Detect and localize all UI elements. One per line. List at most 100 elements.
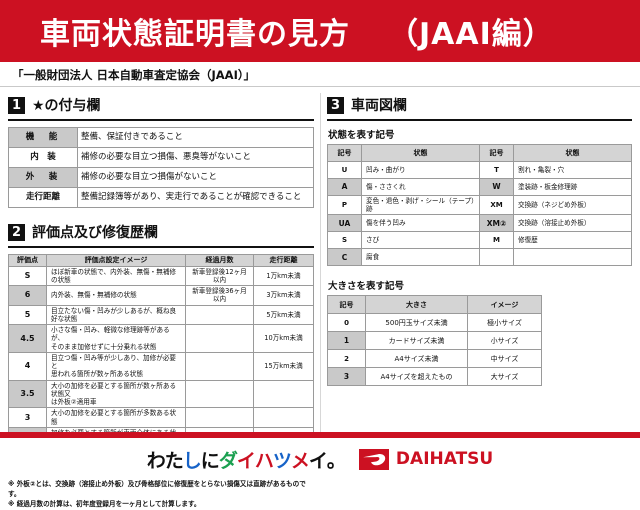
symbol-state: 塗装跡・板金修理跡 [513, 178, 632, 196]
symbol-state: 凹み・曲がり [361, 161, 480, 179]
page-title-main: 車両状態証明書の見方 [40, 17, 350, 52]
table-row: 機 能 整備、保証付きであること [8, 127, 314, 148]
page-footer: わたしにダイハツメイ。 DAIHATSU [0, 438, 640, 480]
eval-months [185, 304, 254, 326]
table-row: 3 大小の加修を必要とする箇所が多数ある状態 [8, 407, 314, 428]
section-2-number: 2 [8, 223, 25, 241]
col-header-km: 走行距離 [253, 254, 314, 267]
footnote-2: ※ 経過月数の計算は、初年度登録月を一ヶ月として計算します。 [8, 499, 201, 508]
col-header-symbol-right: 記号 [479, 144, 514, 162]
star-row-key: 内 装 [8, 147, 78, 168]
right-column: 3 車両図欄 状態を表す記号 記号 状態 記号 状態 U [320, 93, 632, 442]
size-image: 極小サイズ [467, 313, 542, 333]
col-header-score: 評価点 [8, 254, 47, 267]
symbol-key: S [327, 231, 362, 250]
size-symbol: 1 [327, 331, 366, 351]
col-header-symbol-left: 記号 [327, 144, 362, 162]
size-value: A4サイズを超えたもの [365, 367, 468, 387]
size-symbol: 3 [327, 367, 366, 387]
table-row: 1 カードサイズ未満 小サイズ [327, 331, 542, 351]
size-image: 中サイズ [467, 349, 542, 369]
size-value: 500円玉サイズ未満 [365, 313, 468, 333]
section-3-rule [327, 119, 632, 121]
table-row: C 腐食 [327, 248, 632, 267]
eval-km: 10万km未満 [253, 324, 314, 353]
eval-desc: 目立つ傷・凹み等が少しあり、加修が必要と 思われる箇所が数ヶ所ある状態 [46, 351, 186, 381]
tagline-char-0: わ [146, 449, 166, 472]
col-header-months: 経過月数 [185, 254, 254, 267]
daihatsu-logo: DAIHATSU [358, 448, 494, 470]
symbol-key: W [479, 178, 514, 196]
section-2-title: 評価点及び修復歴欄 [32, 225, 158, 241]
eval-desc: 大小の加修を必要とする箇所が多数ある状態 [46, 407, 186, 428]
size-symbol: 0 [327, 313, 366, 333]
symbol-state: 変色・退色・剥げ・シール（テープ）跡 [361, 194, 480, 216]
eval-score: 6 [8, 285, 47, 306]
col-header-state-right: 状態 [513, 144, 632, 162]
tagline-char-8: メ [290, 449, 310, 472]
section-2-heading: 2 評価点及び修復歴欄 [8, 222, 314, 242]
eval-desc: ほぼ新車の状態で、内外装、無傷・無補修の状態 [46, 265, 186, 287]
eval-km: 5万km未満 [253, 304, 314, 326]
page-subtitle: 「一般財団法人 日本自動車査定協会（JAAI）」 [0, 62, 640, 87]
star-row-key: 外 装 [8, 167, 78, 188]
left-column: 1 ★の付与欄 機 能 整備、保証付きであること 内 装 補修の必要な目立つ損傷… [8, 93, 320, 508]
table-row: P 変色・退色・剥げ・シール（テープ）跡 XM 交換跡（ネジどめ外板） [327, 194, 632, 216]
symbol-state: 割れ・亀裂・穴 [513, 161, 632, 179]
col-header-size-symbol: 記号 [327, 295, 366, 315]
table-row: S さび M 修復歴 [327, 231, 632, 250]
table-row: 内 装 補修の必要な目立つ損傷、悪臭等がないこと [8, 147, 314, 168]
section-2-rule [8, 246, 314, 248]
tagline-char-9: イ [308, 449, 328, 472]
star-row-value: 整備、保証付きであること [77, 127, 314, 148]
table-row: U 凹み・曲がり T 割れ・亀裂・穴 [327, 161, 632, 179]
tagline-char-6: ハ [254, 449, 274, 472]
symbol-key: T [479, 161, 514, 179]
tagline-char-10: 。 [326, 449, 346, 472]
section-3-number: 3 [327, 96, 344, 114]
tagline-char-3: に [200, 449, 220, 472]
table-row: 0 500円玉サイズ未満 極小サイズ [327, 313, 542, 333]
eval-score: 3.5 [8, 379, 47, 409]
footnote-1: ※ 外板②とは、交換跡（溶接止め外板）及び骨格部位に修復歴をとらない損傷又は直跡… [8, 480, 306, 499]
star-row-key: 走行距離 [8, 187, 78, 208]
star-row-value: 補修の必要な目立つ損傷がないこと [77, 167, 314, 188]
tagline-char-7: ツ [272, 449, 292, 472]
symbol-key: XM② [479, 214, 514, 233]
eval-score: 4 [8, 351, 47, 381]
eval-months [185, 351, 254, 381]
content-columns: 1 ★の付与欄 機 能 整備、保証付きであること 内 装 補修の必要な目立つ損傷… [0, 87, 640, 508]
table-row: 2 A4サイズ未満 中サイズ [327, 349, 542, 369]
table-header-row: 評価点 評価点設定イメージ 経過月数 走行距離 [8, 254, 314, 267]
table-row: 5 目立たない傷・凹みが少しあるが、概ね良好な状態 5万km未満 [8, 304, 314, 326]
condition-symbol-table: 記号 状態 記号 状態 U 凹み・曲がり T 割れ・亀裂・穴 A 傷・ささくれ [327, 144, 632, 267]
section-1-number: 1 [8, 96, 25, 114]
daihatsu-mark-icon [358, 448, 389, 470]
table-row: 4 目立つ傷・凹み等が少しあり、加修が必要と 思われる箇所が数ヶ所ある状態 15… [8, 351, 314, 381]
size-image: 小サイズ [467, 331, 542, 351]
size-image: 大サイズ [467, 367, 542, 387]
section-1-title: ★の付与欄 [32, 98, 101, 114]
table-row: 3 A4サイズを超えたもの 大サイズ [327, 367, 542, 387]
page-title-paren: （JAAI編） [388, 17, 554, 52]
table-row: 4.5 小さな傷・凹み、軽微な修理跡等があるが、 そのまま加修せずに十分乗れる状… [8, 324, 314, 353]
eval-km: 15万km未満 [253, 351, 314, 381]
page-title: 車両状態証明書の見方 （JAAI編） [40, 9, 554, 53]
symbol-state: 腐食 [361, 248, 480, 267]
symbol-state: 傷を伴う凹み [361, 214, 480, 233]
symbol-key: U [327, 161, 362, 179]
symbol-state: 交換跡（ネジどめ外板） [513, 194, 632, 216]
table-row: UA 傷を伴う凹み XM② 交換跡（溶接止め外板） [327, 214, 632, 233]
table-row: A 傷・ささくれ W 塗装跡・板金修理跡 [327, 178, 632, 196]
size-symbol-table: 記号 大きさ イメージ 0 500円玉サイズ未満 極小サイズ 1 カードサイズ未… [327, 295, 542, 387]
daihatsu-wordmark: DAIHATSU [395, 449, 494, 469]
eval-score: 3 [8, 407, 47, 428]
eval-months [185, 407, 254, 428]
size-table-caption: 大きさを表す記号 [328, 281, 405, 293]
table-header-row: 記号 状態 記号 状態 [327, 144, 632, 162]
symbol-key: C [327, 248, 362, 267]
eval-km: 1万km未満 [253, 265, 314, 287]
footer-red-divider [0, 432, 640, 438]
col-header-state-left: 状態 [361, 144, 480, 162]
